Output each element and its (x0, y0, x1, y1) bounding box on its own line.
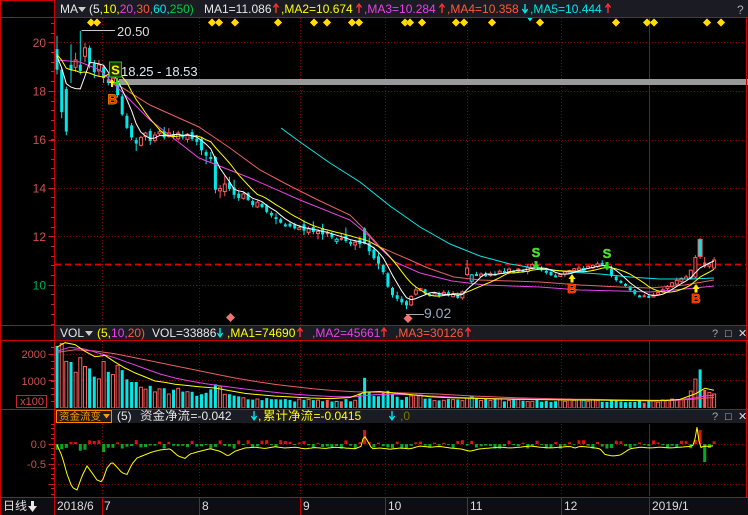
svg-text:✕: ✕ (738, 411, 747, 423)
svg-text:B: B (691, 291, 700, 306)
svg-text:S: S (603, 246, 612, 261)
svg-text:18.25 - 18.53: 18.25 - 18.53 (121, 64, 198, 79)
svg-text:□: □ (725, 328, 732, 340)
svg-text:0.0: 0.0 (31, 439, 46, 451)
svg-text:10: 10 (388, 499, 402, 513)
svg-text:(5,10,20,30,60,250): (5,10,20,30,60,250) (89, 2, 194, 16)
svg-text:?: ? (737, 3, 744, 17)
svg-text:S: S (532, 245, 541, 260)
svg-text:10: 10 (33, 279, 47, 293)
svg-text:12: 12 (564, 499, 578, 513)
svg-text:MA: MA (60, 2, 78, 16)
svg-text:,MA3=10.284: ,MA3=10.284 (364, 2, 436, 16)
svg-text:,MA3=30126: ,MA3=30126 (395, 326, 464, 340)
svg-text:,MA1=74690: ,MA1=74690 (227, 326, 296, 340)
svg-text:VOL=33886: VOL=33886 (152, 326, 217, 340)
svg-text:2019/1: 2019/1 (652, 499, 689, 513)
svg-text:,MA5=10.444: ,MA5=10.444 (530, 2, 602, 16)
svg-text:20: 20 (33, 36, 47, 50)
svg-text:18: 18 (33, 85, 47, 99)
svg-text:B: B (107, 91, 117, 107)
svg-text:11: 11 (470, 499, 483, 513)
svg-text:,MA2=10.674: ,MA2=10.674 (281, 2, 353, 16)
svg-text:7: 7 (104, 499, 111, 513)
svg-text:S: S (111, 63, 120, 78)
svg-text:,MA2=45661: ,MA2=45661 (312, 326, 381, 340)
svg-text:?: ? (712, 411, 718, 423)
svg-text:,MA4=10.358: ,MA4=10.358 (447, 2, 519, 16)
svg-text:B: B (567, 281, 576, 296)
svg-text:-0.5: -0.5 (27, 459, 46, 471)
svg-text:(5,10,20): (5,10,20) (97, 326, 145, 340)
svg-text:MA1=11.086: MA1=11.086 (204, 2, 272, 16)
svg-text:=-0.0415: =-0.0415 (314, 409, 362, 423)
svg-text:14: 14 (33, 182, 47, 196)
svg-text:20.50: 20.50 (117, 24, 150, 39)
svg-text:(5): (5) (117, 409, 132, 423)
svg-text:=-0.042: =-0.042 (191, 409, 232, 423)
svg-text:,0: ,0 (400, 409, 410, 423)
svg-text:?: ? (712, 328, 718, 340)
svg-text:VOL: VOL (60, 326, 84, 340)
svg-text:8: 8 (202, 499, 209, 513)
svg-text:12: 12 (33, 230, 47, 244)
svg-text:9.02: 9.02 (424, 305, 451, 321)
svg-text:2018/6: 2018/6 (57, 499, 94, 513)
svg-text:9: 9 (303, 499, 310, 513)
svg-text:2000: 2000 (22, 349, 46, 361)
svg-text:✕: ✕ (738, 328, 747, 340)
svg-text:x100: x100 (20, 396, 44, 408)
svg-text:,: , (258, 409, 261, 423)
svg-text:1000: 1000 (22, 376, 46, 388)
svg-text:□: □ (725, 411, 732, 423)
svg-text:16: 16 (33, 133, 47, 147)
